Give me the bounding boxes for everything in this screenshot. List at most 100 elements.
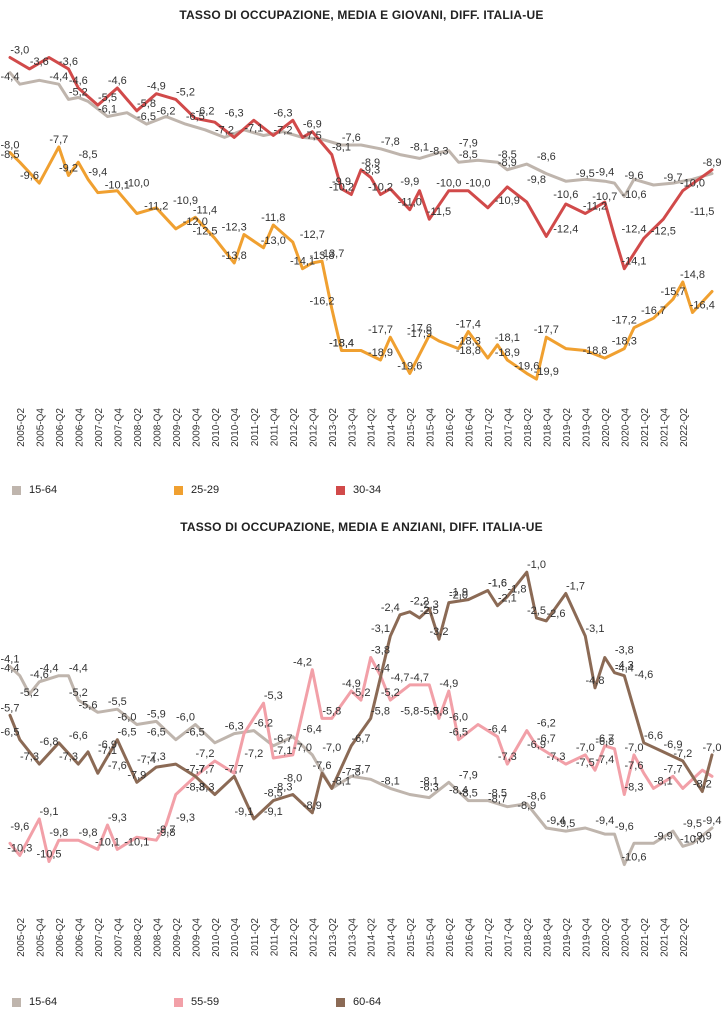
data-label: -8,7	[488, 794, 507, 806]
data-label: -1,7	[566, 581, 585, 593]
data-label: -6,7	[537, 733, 556, 745]
data-label: -12,4	[553, 223, 578, 235]
data-label: -9,9	[332, 176, 351, 188]
data-label: -6,9	[527, 739, 546, 751]
x-tick-label: 2012-Q2	[289, 408, 300, 447]
data-label: -4,7	[391, 672, 410, 684]
legend-item: 55-59	[174, 996, 219, 1008]
legend-item: 15-64	[12, 484, 57, 496]
data-label: -9,7	[664, 172, 683, 184]
legend-label: 60-64	[353, 996, 382, 1008]
x-tick-label: 2008-Q4	[152, 408, 163, 447]
x-tick-label: 2010-Q2	[211, 408, 222, 447]
data-label: -10,1	[95, 836, 120, 848]
legend: 15-64 55-59 60-64	[0, 996, 723, 1016]
data-label: -8,6	[537, 151, 556, 163]
data-label: -7,7	[352, 763, 371, 775]
data-label: -7,3	[547, 751, 566, 763]
x-tick-label: 2014-Q4	[386, 918, 397, 957]
data-label: -7,0	[625, 742, 644, 754]
data-label: -7,3	[59, 751, 78, 763]
series-line-60-64	[8, 570, 714, 821]
data-label: -8,5	[1, 149, 20, 161]
data-label: -4,4	[49, 71, 68, 83]
data-label: -9,4	[595, 815, 614, 827]
data-label: -7,7	[196, 763, 215, 775]
data-label: -6,5	[186, 727, 205, 739]
x-tick-label: 2018-Q4	[542, 408, 553, 447]
data-label: -6,5	[147, 727, 166, 739]
data-label: -19,6	[397, 360, 422, 372]
data-label: -10,1	[124, 836, 149, 848]
x-tick-label: 2005-Q4	[35, 408, 46, 447]
legend-swatch	[12, 485, 21, 495]
x-tick-label: 2020-Q4	[620, 408, 631, 447]
data-label: -7,9	[459, 138, 478, 150]
data-label: -8,5	[488, 788, 507, 800]
x-tick-label: 2017-Q4	[503, 918, 514, 957]
data-label: -4,6	[69, 75, 88, 87]
data-label: -9,6	[20, 170, 39, 182]
data-label: -4,4	[615, 663, 634, 675]
data-label: -7,9	[459, 769, 478, 781]
data-label: -7,2	[274, 124, 293, 136]
x-tick-label: 2021-Q4	[659, 918, 670, 957]
data-label: -10,9	[173, 195, 198, 207]
data-label: -6,4	[303, 724, 322, 736]
data-label: -9,8	[157, 827, 176, 839]
data-label: -14,1	[621, 256, 646, 268]
x-tick-label: 2021-Q2	[640, 918, 651, 957]
x-tick-label: 2019-Q2	[562, 918, 573, 957]
data-label: -11,5	[427, 206, 451, 218]
data-label: -18,3	[456, 336, 481, 348]
data-label: -6,1	[98, 104, 117, 116]
data-label: -5,8	[420, 705, 439, 717]
data-label: -7,0	[322, 742, 341, 754]
data-label: -7,1	[244, 123, 263, 135]
data-label: -8,9	[361, 157, 380, 169]
data-label: -3,6	[59, 56, 78, 68]
x-tick-label: 2016-Q2	[445, 408, 456, 447]
data-label: -8,1	[420, 775, 439, 787]
x-tick-label: 2013-Q4	[347, 408, 358, 447]
data-label: -11,4	[193, 204, 217, 216]
data-label: -2,4	[381, 602, 400, 614]
x-tick-label: 2017-Q2	[484, 408, 495, 447]
x-tick-label: 2006-Q2	[55, 408, 66, 447]
data-label: -8,9	[703, 157, 722, 169]
data-label: -4,8	[586, 675, 605, 687]
legend-item: 15-64	[12, 996, 57, 1008]
chart-bottom: TASSO DI OCCUPAZIONE, MEDIA E ANZIANI, D…	[0, 512, 723, 1024]
legend-label: 30-34	[353, 484, 382, 496]
data-label: -10,0	[465, 178, 490, 190]
x-tick-label: 2005-Q2	[16, 408, 27, 447]
data-label: -8,1	[654, 775, 673, 787]
data-label: -12,5	[192, 225, 217, 237]
data-label: -7,6	[342, 132, 361, 144]
data-label: -18,3	[612, 336, 637, 348]
data-label: -9,5	[556, 818, 575, 830]
data-label: -6,6	[644, 730, 663, 742]
data-label: -15,7	[660, 286, 685, 298]
data-label: -5,2	[20, 687, 39, 699]
data-label: -12,3	[222, 222, 247, 234]
data-label: -9,8	[49, 827, 68, 839]
data-label: -1,6	[488, 578, 507, 590]
data-label: -6,2	[157, 105, 176, 117]
plot-area: -3,0-4,4-3,6-4,4-3,6-4,6-5,2-4,6-5,5-6,1…	[1, 45, 722, 447]
data-label: -17,9	[407, 328, 432, 340]
x-tick-label: 2005-Q4	[35, 918, 46, 957]
x-tick-label: 2009-Q4	[191, 408, 202, 447]
data-label: -4,7	[410, 672, 429, 684]
data-label: -7,8	[342, 766, 361, 778]
data-label: -5,5	[108, 696, 127, 708]
data-label: -5,2	[352, 687, 371, 699]
series-line-55-59	[8, 656, 714, 863]
data-label: -6,9	[664, 739, 683, 751]
data-label: -4,4	[1, 71, 20, 83]
data-label: -9,7	[157, 824, 176, 836]
x-tick-label: 2007-Q2	[94, 918, 105, 957]
data-label: -7,7	[225, 763, 244, 775]
data-label: -10,2	[329, 182, 354, 194]
data-label: -11,0	[398, 197, 422, 209]
